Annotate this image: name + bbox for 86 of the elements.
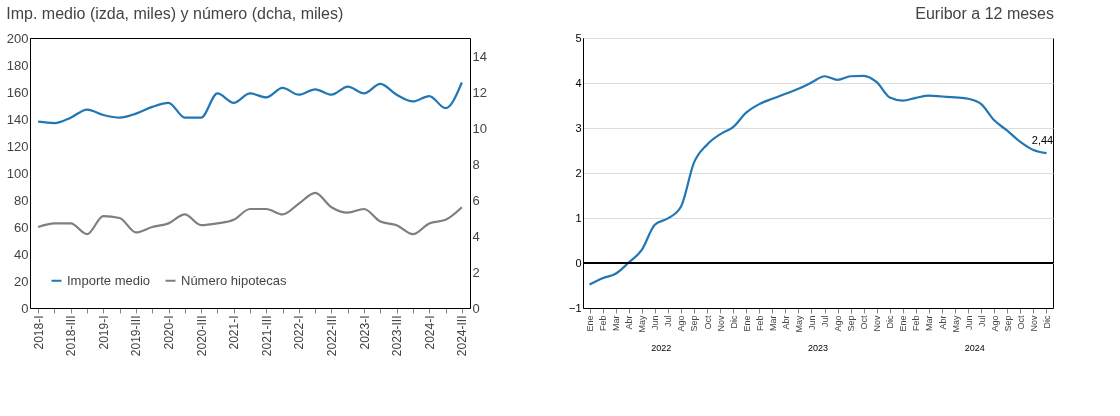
y-tick-label: −1 xyxy=(568,301,582,314)
x-tick-label: 2019-I xyxy=(96,315,111,350)
x-tick-label: Dic xyxy=(885,315,896,329)
legend-label: Número hipotecas xyxy=(181,272,287,288)
x-tick-label: Dic xyxy=(1041,315,1052,329)
x-tick-label: May xyxy=(637,315,648,333)
x-tick-label: Nov xyxy=(1028,315,1039,332)
x-tick-label: May xyxy=(950,315,961,333)
y-tick-label: 1 xyxy=(575,211,582,224)
y2-tick-label: 12 xyxy=(472,84,487,100)
x-tick-label: Jun xyxy=(806,315,817,331)
x-tick-label: 2018-I xyxy=(31,315,46,350)
x-tick-label: Ene xyxy=(741,315,752,332)
x-tick-label: 2023-I xyxy=(357,315,372,350)
x-tick-label: Jun xyxy=(650,315,661,331)
y-tick-label: 0 xyxy=(575,256,582,269)
y2-tick-label: 6 xyxy=(472,192,480,208)
x-tick-label: Nov xyxy=(872,315,883,332)
text: 2024 xyxy=(964,343,985,353)
x-tick-label: 2020-I xyxy=(162,315,177,350)
y-tick-label: 0 xyxy=(21,300,29,316)
x-tick-label: 2024-III xyxy=(455,315,470,357)
x-tick-label: Mar xyxy=(767,315,778,331)
y-tick-label: 100 xyxy=(6,165,29,181)
text: 2022 xyxy=(651,343,672,353)
x-tick-label: Feb xyxy=(754,315,765,332)
x-tick-label: Sep xyxy=(1002,315,1013,332)
y-tick-label: 20 xyxy=(14,273,29,289)
x-tick-label: 2022-III xyxy=(324,315,339,357)
data-label: 2,44 xyxy=(1031,134,1054,147)
y-tick-label: 3 xyxy=(575,121,582,134)
x-tick-label: Jul xyxy=(663,315,674,328)
x-tick-label: Feb xyxy=(598,315,609,332)
y2-tick-label: 10 xyxy=(472,120,487,136)
x-tick-label: 2020-III xyxy=(194,315,209,357)
x-tick-label: 2019-III xyxy=(129,315,144,357)
y2-tick-label: 14 xyxy=(472,48,487,64)
y-tick-label: 160 xyxy=(6,84,29,100)
y-tick-label: 60 xyxy=(14,219,29,235)
x-tick-label: Abr xyxy=(780,315,791,330)
x-tick-label: Jul xyxy=(976,315,987,328)
y2-tick-label: 2 xyxy=(472,264,480,280)
x-tick-label: Ago xyxy=(989,315,1000,332)
y-tick-label: 40 xyxy=(14,246,29,262)
x-tick-label: Ene xyxy=(898,315,909,332)
line-series xyxy=(37,81,463,125)
y-tick-label: 180 xyxy=(6,57,29,73)
x-tick-label: Oct xyxy=(1015,315,1026,330)
x-tick-label: Oct xyxy=(859,315,870,330)
chart-title: Imp. medio (izda, miles) y número (dcha, miles) xyxy=(6,5,344,22)
y-tick-label: 120 xyxy=(6,138,29,154)
x-tick-label: 2021-III xyxy=(259,315,274,357)
x-tick-label: Dic xyxy=(728,315,739,329)
y-tick-label: 80 xyxy=(14,192,29,208)
x-tick-label: Nov xyxy=(715,315,726,332)
x-tick-label: Ene xyxy=(585,315,596,332)
x-tick-label: Feb xyxy=(911,315,922,332)
x-tick-label: 2021-I xyxy=(227,315,242,350)
x-tick-label: Jun xyxy=(963,315,974,331)
chart-title: Euribor a 12 meses xyxy=(915,5,1054,22)
y-tick-label: 5 xyxy=(575,31,582,44)
x-tick-label: Abr xyxy=(937,315,948,330)
line-series xyxy=(37,191,463,236)
x-tick-label: 2024-I xyxy=(422,315,437,350)
x-tick-label: 2018-III xyxy=(64,315,79,357)
x-tick-label: Ago xyxy=(833,315,844,332)
x-tick-label: 2022-I xyxy=(292,315,307,350)
y-tick-label: 4 xyxy=(575,76,582,89)
y-tick-label: 2 xyxy=(575,166,582,179)
y2-tick-label: 4 xyxy=(472,228,480,244)
y-tick-label: 140 xyxy=(6,111,29,127)
x-tick-label: 2023-III xyxy=(390,315,405,357)
x-tick-label: Oct xyxy=(702,315,713,330)
x-tick-label: Sep xyxy=(689,315,700,332)
x-tick-label: Jul xyxy=(820,315,831,328)
x-tick-label: Mar xyxy=(924,315,935,331)
text: 2023 xyxy=(807,343,829,353)
x-tick-label: May xyxy=(793,315,804,333)
y2-tick-label: 0 xyxy=(472,300,480,316)
x-tick-label: Ago xyxy=(676,315,687,332)
x-tick-label: Sep xyxy=(846,315,857,332)
legend-label: Importe medio xyxy=(67,272,151,288)
y2-tick-label: 8 xyxy=(472,156,480,172)
y-tick-label: 200 xyxy=(6,30,29,46)
x-tick-label: Mar xyxy=(611,315,622,331)
x-tick-label: Abr xyxy=(624,315,635,330)
